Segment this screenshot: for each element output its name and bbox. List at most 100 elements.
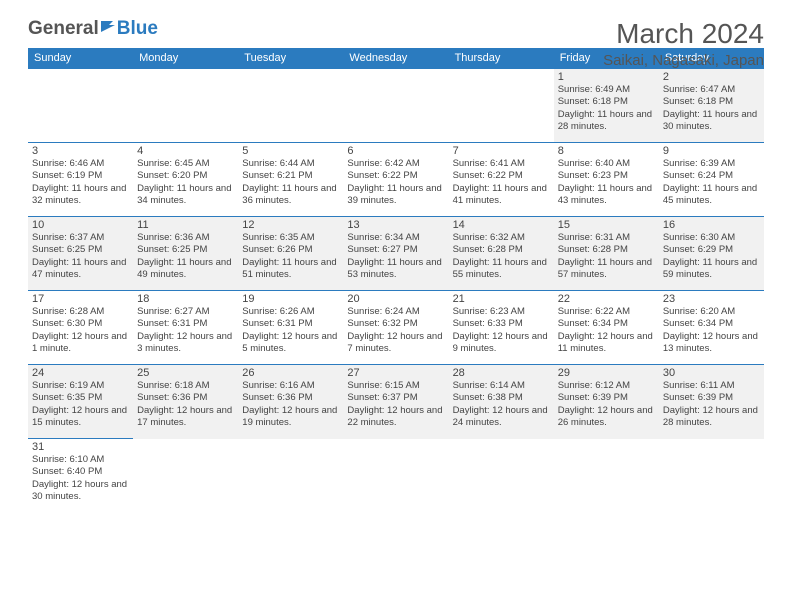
day-number: 4 [137, 145, 234, 157]
week-row: 17Sunrise: 6:28 AMSunset: 6:30 PMDayligh… [28, 291, 764, 365]
empty-cell [238, 69, 343, 143]
sunrise-text: Sunrise: 6:45 AM [137, 158, 234, 170]
sunset-text: Sunset: 6:31 PM [242, 318, 339, 330]
day-info: Sunrise: 6:12 AMSunset: 6:39 PMDaylight:… [558, 380, 655, 429]
day-number: 2 [663, 71, 760, 83]
day-number: 8 [558, 145, 655, 157]
brand-part2: Blue [117, 18, 158, 40]
sunset-text: Sunset: 6:39 PM [663, 392, 760, 404]
day-info: Sunrise: 6:19 AMSunset: 6:35 PMDaylight:… [32, 380, 129, 429]
day-number: 27 [347, 367, 444, 379]
day-info: Sunrise: 6:34 AMSunset: 6:27 PMDaylight:… [347, 232, 444, 281]
day-number: 3 [32, 145, 129, 157]
day-info: Sunrise: 6:41 AMSunset: 6:22 PMDaylight:… [453, 158, 550, 207]
day-info: Sunrise: 6:36 AMSunset: 6:25 PMDaylight:… [137, 232, 234, 281]
weekday-monday: Monday [133, 48, 238, 69]
day-number: 23 [663, 293, 760, 305]
day-cell-26: 26Sunrise: 6:16 AMSunset: 6:36 PMDayligh… [238, 365, 343, 439]
empty-cell [133, 439, 238, 513]
day-number: 17 [32, 293, 129, 305]
day-cell-21: 21Sunrise: 6:23 AMSunset: 6:33 PMDayligh… [449, 291, 554, 365]
sunrise-text: Sunrise: 6:11 AM [663, 380, 760, 392]
sunset-text: Sunset: 6:30 PM [32, 318, 129, 330]
day-cell-28: 28Sunrise: 6:14 AMSunset: 6:38 PMDayligh… [449, 365, 554, 439]
sunset-text: Sunset: 6:34 PM [558, 318, 655, 330]
sunset-text: Sunset: 6:24 PM [663, 170, 760, 182]
daylight-text: Daylight: 12 hours and 24 minutes. [453, 405, 550, 430]
day-info: Sunrise: 6:32 AMSunset: 6:28 PMDaylight:… [453, 232, 550, 281]
day-number: 13 [347, 219, 444, 231]
day-cell-3: 3Sunrise: 6:46 AMSunset: 6:19 PMDaylight… [28, 143, 133, 217]
sunrise-text: Sunrise: 6:34 AM [347, 232, 444, 244]
day-cell-20: 20Sunrise: 6:24 AMSunset: 6:32 PMDayligh… [343, 291, 448, 365]
day-number: 7 [453, 145, 550, 157]
sunset-text: Sunset: 6:20 PM [137, 170, 234, 182]
day-number: 25 [137, 367, 234, 379]
daylight-text: Daylight: 11 hours and 41 minutes. [453, 183, 550, 208]
daylight-text: Daylight: 12 hours and 1 minute. [32, 331, 129, 356]
sunset-text: Sunset: 6:31 PM [137, 318, 234, 330]
day-cell-6: 6Sunrise: 6:42 AMSunset: 6:22 PMDaylight… [343, 143, 448, 217]
sunset-text: Sunset: 6:26 PM [242, 244, 339, 256]
day-cell-25: 25Sunrise: 6:18 AMSunset: 6:36 PMDayligh… [133, 365, 238, 439]
daylight-text: Daylight: 11 hours and 36 minutes. [242, 183, 339, 208]
daylight-text: Daylight: 12 hours and 17 minutes. [137, 405, 234, 430]
daylight-text: Daylight: 11 hours and 45 minutes. [663, 183, 760, 208]
sunrise-text: Sunrise: 6:22 AM [558, 306, 655, 318]
daylight-text: Daylight: 12 hours and 26 minutes. [558, 405, 655, 430]
sunset-text: Sunset: 6:38 PM [453, 392, 550, 404]
day-number: 16 [663, 219, 760, 231]
sunset-text: Sunset: 6:28 PM [558, 244, 655, 256]
day-number: 6 [347, 145, 444, 157]
daylight-text: Daylight: 11 hours and 53 minutes. [347, 257, 444, 282]
day-info: Sunrise: 6:46 AMSunset: 6:19 PMDaylight:… [32, 158, 129, 207]
empty-cell [554, 439, 659, 513]
calendar-table: SundayMondayTuesdayWednesdayThursdayFrid… [28, 48, 764, 513]
day-cell-18: 18Sunrise: 6:27 AMSunset: 6:31 PMDayligh… [133, 291, 238, 365]
daylight-text: Daylight: 12 hours and 13 minutes. [663, 331, 760, 356]
day-info: Sunrise: 6:22 AMSunset: 6:34 PMDaylight:… [558, 306, 655, 355]
sunset-text: Sunset: 6:19 PM [32, 170, 129, 182]
sunrise-text: Sunrise: 6:40 AM [558, 158, 655, 170]
sunset-text: Sunset: 6:40 PM [32, 466, 129, 478]
sunrise-text: Sunrise: 6:39 AM [663, 158, 760, 170]
sunrise-text: Sunrise: 6:18 AM [137, 380, 234, 392]
day-number: 14 [453, 219, 550, 231]
day-cell-13: 13Sunrise: 6:34 AMSunset: 6:27 PMDayligh… [343, 217, 448, 291]
weekday-wednesday: Wednesday [343, 48, 448, 69]
sunrise-text: Sunrise: 6:49 AM [558, 84, 655, 96]
daylight-text: Daylight: 12 hours and 28 minutes. [663, 405, 760, 430]
sunset-text: Sunset: 6:32 PM [347, 318, 444, 330]
day-number: 22 [558, 293, 655, 305]
day-info: Sunrise: 6:28 AMSunset: 6:30 PMDaylight:… [32, 306, 129, 355]
day-cell-10: 10Sunrise: 6:37 AMSunset: 6:25 PMDayligh… [28, 217, 133, 291]
empty-cell [659, 439, 764, 513]
sunrise-text: Sunrise: 6:12 AM [558, 380, 655, 392]
day-info: Sunrise: 6:37 AMSunset: 6:25 PMDaylight:… [32, 232, 129, 281]
sunrise-text: Sunrise: 6:27 AM [137, 306, 234, 318]
day-info: Sunrise: 6:24 AMSunset: 6:32 PMDaylight:… [347, 306, 444, 355]
day-number: 28 [453, 367, 550, 379]
flag-icon [100, 18, 116, 40]
empty-cell [28, 69, 133, 143]
daylight-text: Daylight: 11 hours and 59 minutes. [663, 257, 760, 282]
day-number: 24 [32, 367, 129, 379]
daylight-text: Daylight: 11 hours and 55 minutes. [453, 257, 550, 282]
daylight-text: Daylight: 12 hours and 9 minutes. [453, 331, 550, 356]
sunrise-text: Sunrise: 6:15 AM [347, 380, 444, 392]
brand-logo: General Blue [28, 18, 158, 40]
day-info: Sunrise: 6:14 AMSunset: 6:38 PMDaylight:… [453, 380, 550, 429]
day-cell-16: 16Sunrise: 6:30 AMSunset: 6:29 PMDayligh… [659, 217, 764, 291]
daylight-text: Daylight: 12 hours and 15 minutes. [32, 405, 129, 430]
weekday-tuesday: Tuesday [238, 48, 343, 69]
sunset-text: Sunset: 6:27 PM [347, 244, 444, 256]
sunrise-text: Sunrise: 6:28 AM [32, 306, 129, 318]
day-cell-24: 24Sunrise: 6:19 AMSunset: 6:35 PMDayligh… [28, 365, 133, 439]
daylight-text: Daylight: 11 hours and 32 minutes. [32, 183, 129, 208]
day-info: Sunrise: 6:49 AMSunset: 6:18 PMDaylight:… [558, 84, 655, 133]
sunset-text: Sunset: 6:37 PM [347, 392, 444, 404]
day-number: 18 [137, 293, 234, 305]
sunset-text: Sunset: 6:39 PM [558, 392, 655, 404]
day-number: 15 [558, 219, 655, 231]
day-cell-17: 17Sunrise: 6:28 AMSunset: 6:30 PMDayligh… [28, 291, 133, 365]
